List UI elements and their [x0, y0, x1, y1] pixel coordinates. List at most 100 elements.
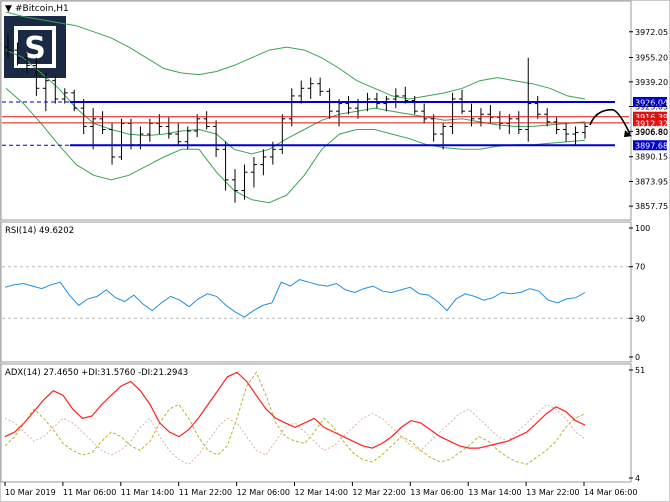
current-price-label: 3906.80 [635, 128, 668, 137]
rsi-tick-label: 100 [635, 224, 650, 233]
price-bar [572, 126, 579, 145]
price-bar [23, 53, 30, 74]
price-tick-label: 3955.20 [635, 53, 668, 62]
price-bar [232, 169, 239, 203]
price-bar [203, 111, 210, 130]
price-tick-label: 3972.05 [635, 28, 668, 37]
price-bar [260, 149, 267, 176]
price-bar [33, 57, 40, 96]
adx-title: ADX(14) 27.4650 +DI:31.5760 -DI:21.2943 [5, 368, 188, 378]
price-tick-label: 3923.05 [635, 103, 668, 112]
adx-tick-label: 4 [635, 474, 640, 483]
adx-line [4, 371, 586, 449]
price-bar [553, 117, 560, 135]
red-upper-badge [633, 111, 667, 122]
price-tick-label: 3890.15 [635, 153, 668, 162]
adx-plot-layer [4, 371, 586, 465]
price-bar [307, 77, 314, 99]
price-bar [250, 156, 257, 188]
price-bar [449, 92, 456, 135]
price-bar [392, 88, 399, 109]
price-bar [487, 105, 494, 124]
price-bar [402, 86, 409, 104]
price-bar [222, 141, 229, 191]
price-bar [383, 95, 390, 112]
red-lower-badge [633, 117, 667, 128]
price-tick-label: 3857.75 [635, 202, 668, 211]
price-bar [430, 114, 437, 142]
support-badge-label: 3897.68 [635, 142, 668, 151]
price-bar [336, 98, 343, 127]
time-tick-label: 12 Mar 06:00 [237, 488, 290, 497]
price-bar [175, 123, 182, 145]
price-bar [421, 103, 428, 124]
price-bar [109, 123, 116, 165]
price-bar [411, 95, 418, 115]
rsi-line [4, 279, 586, 318]
adx-panel [0, 363, 632, 483]
price-bar [42, 73, 49, 112]
logo-letters: S [24, 31, 46, 66]
price-bar [14, 42, 21, 66]
projection-arrow [589, 108, 631, 135]
price-tick-label: 3939.20 [635, 78, 668, 87]
support-badge [633, 140, 667, 151]
bollinger-upper [5, 11, 586, 100]
rsi-tick-label: 30 [635, 314, 645, 323]
time-tick-label: 14 Mar 06:00 [584, 488, 637, 497]
rsi-tick-label: 0 [635, 353, 640, 362]
price-bar [326, 88, 333, 119]
rsi-title: RSI(14) 49.6202 [5, 226, 74, 236]
price-bar [61, 88, 68, 104]
plus-di-line [4, 371, 586, 465]
broker-logo: S [4, 16, 66, 78]
resistance-badge [633, 96, 667, 107]
projection-arrowhead [624, 130, 632, 138]
price-bar [194, 114, 201, 138]
price-bar [52, 76, 59, 104]
red-upper-badge-label: 3916.39 [635, 113, 668, 122]
red-lower-badge-label: 3912.32 [635, 119, 668, 128]
current-price-badge [633, 126, 667, 137]
price-tick-label: 3906.80 [635, 127, 668, 136]
time-tick-label: 12 Mar 22:00 [352, 488, 405, 497]
rsi-panel [0, 221, 632, 363]
time-tick-label: 13 Mar 22:00 [526, 488, 579, 497]
chevron-down-icon[interactable]: ▼ [5, 4, 12, 14]
price-bar [241, 164, 248, 200]
price-bar [213, 120, 220, 157]
price-tick-label: 3873.95 [635, 177, 668, 186]
price-bar [525, 57, 532, 142]
price-bar [582, 123, 588, 139]
main-panel [0, 0, 632, 221]
price-bar [345, 95, 352, 115]
price-bar [279, 114, 286, 154]
price-bar [298, 80, 305, 104]
bollinger-lower [5, 87, 586, 204]
price-bar [317, 77, 324, 96]
time-tick-label: 12 Mar 14:00 [295, 488, 348, 497]
time-tick-label: 10 Mar 2019 [5, 488, 56, 497]
price-bar [165, 117, 172, 139]
rsi-tick-label: 70 [635, 263, 645, 272]
time-tick-label: 11 Mar 14:00 [121, 488, 174, 497]
time-tick-label: 13 Mar 06:00 [410, 488, 463, 497]
price-bar [534, 95, 541, 119]
time-tick-label: 11 Mar 22:00 [179, 488, 232, 497]
adx-tick-label: 51 [635, 366, 645, 375]
resistance-badge-label: 3926.04 [635, 98, 668, 107]
minus-di-line [4, 403, 586, 465]
time-tick-label: 11 Mar 06:00 [63, 488, 116, 497]
price-bar [90, 108, 97, 150]
rsi-plot-layer [2, 266, 629, 319]
main-plot-layer [2, 11, 632, 204]
price-bar [373, 92, 380, 109]
window-title: #Bitcoin,H1 [15, 4, 69, 14]
price-bar [563, 123, 570, 142]
price-bar [71, 89, 78, 112]
price-bar [5, 34, 11, 58]
time-tick-label: 13 Mar 14:00 [468, 488, 521, 497]
price-bar [288, 88, 295, 127]
